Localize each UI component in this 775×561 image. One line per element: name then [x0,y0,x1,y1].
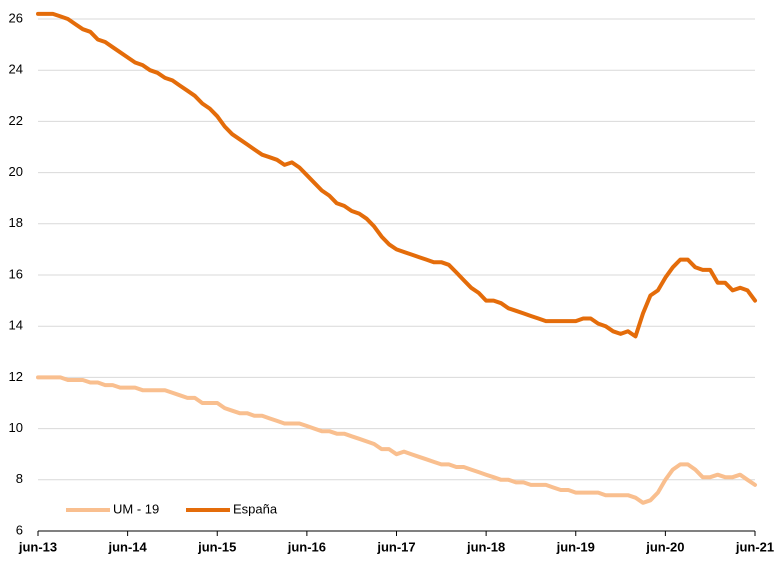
y-tick-label: 14 [9,318,23,333]
y-tick-label: 10 [9,420,23,435]
y-tick-label: 6 [16,522,23,537]
y-tick-label: 20 [9,164,23,179]
y-tick-label: 26 [9,10,23,25]
line [36,11,757,339]
legend-label: UM - 19 [113,501,159,516]
x-tick-label: jun-21 [735,539,774,554]
y-tick-label: 12 [9,369,23,384]
y-tick-label: 8 [16,471,23,486]
x-tick-label: jun-18 [466,539,505,554]
x-tick-label: jun-19 [556,539,595,554]
y-tick-label: 22 [9,113,23,128]
x-tick-label: jun-20 [645,539,684,554]
x-tick-label: jun-14 [107,539,147,554]
y-tick-label: 24 [9,62,23,77]
x-tick-label: jun-15 [197,539,236,554]
x-tick-label: jun-16 [287,539,326,554]
y-tick-label: 16 [9,266,23,281]
x-tick-label: jun-17 [376,539,415,554]
y-tick-label: 18 [9,215,23,230]
line [36,375,757,505]
x-tick-label: jun-13 [18,539,57,554]
legend-label: España [233,501,278,516]
